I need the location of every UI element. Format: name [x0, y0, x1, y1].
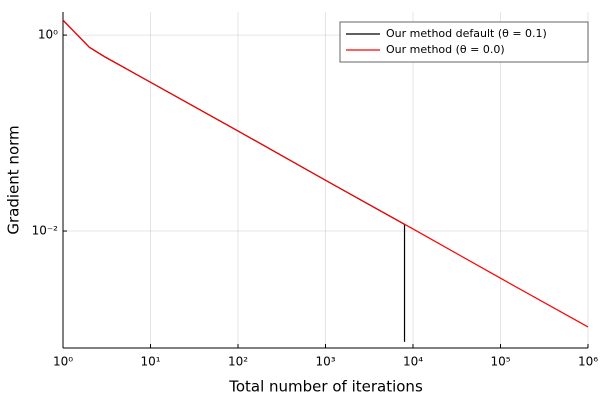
x-tick-label: 10⁵	[490, 355, 510, 369]
x-tick-label: 10³	[315, 355, 335, 369]
x-tick-label: 10⁶	[578, 355, 598, 369]
legend-label: Our method default (θ = 0.1)	[386, 27, 547, 40]
y-tick-label: 10⁰	[38, 28, 58, 42]
x-tick-label: 10²	[228, 355, 248, 369]
y-tick-label: 10⁻²	[32, 224, 59, 238]
legend-label: Our method (θ = 0.0)	[386, 43, 505, 56]
line	[62, 19, 406, 342]
y-axis-label: Gradient norm	[5, 125, 23, 234]
line	[62, 19, 589, 328]
x-tick-label: 10¹	[140, 355, 160, 369]
x-tick-label: 10⁰	[53, 355, 73, 369]
x-axis-label: Total number of iterations	[228, 378, 423, 396]
legend-box	[339, 21, 589, 63]
x-tick-label: 10⁴	[403, 355, 423, 369]
